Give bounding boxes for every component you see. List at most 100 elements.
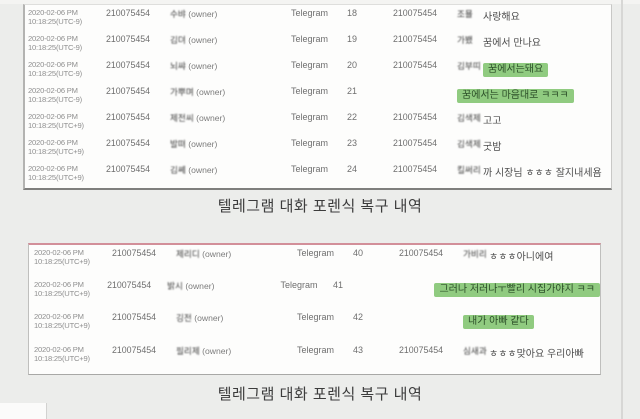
owner-name: 필리제 (owner)	[176, 342, 297, 357]
message-number: 41	[332, 280, 343, 291]
app-name: Telegram	[291, 112, 329, 122]
phone-number: 210075454	[106, 164, 151, 174]
phone-number-2: 210075454	[393, 34, 438, 44]
table-row: 2020-02-06 PM 10:18:25(UTC+9) 210075454 제…	[34, 245, 600, 277]
owner-label: (owner)	[188, 61, 218, 71]
redacted-name: 수뱌	[170, 9, 186, 19]
timestamp-cell: 2020-02-06 PM 10:18:25(UTC+9)	[28, 161, 106, 182]
timestamp-time: 10:18:25(UTC-9)	[28, 95, 82, 104]
redacted-name: 김뎌	[170, 35, 186, 45]
owner-name: 김쎼 (owner)	[170, 161, 291, 176]
redacted-name: 깅전	[176, 313, 192, 324]
message-text: ㅎㅎㅎ맞아요 우리아빠	[489, 348, 584, 360]
message-text: ㅎㅎㅎ아니에여	[489, 252, 554, 263]
redacted-name: 김쎼	[170, 165, 186, 175]
phone-number-2	[393, 83, 457, 86]
owner-name: 제전씨 (owner)	[170, 109, 291, 124]
table-row: 2020-02-06 PM 10:18:25(UTC+9) 210075454 깅…	[34, 309, 600, 341]
timestamp-date: 2020-02-06 PM	[34, 312, 84, 322]
timestamp-cell: 2020-02-06 PM 10:18:25(UTC-9)	[28, 5, 106, 26]
sender-name: 가비리	[463, 249, 487, 259]
timestamp-date: 2020-02-06 PM	[34, 248, 84, 257]
timestamp-cell: 2020-02-06 PM 10:18:25(UTC+9)	[28, 109, 106, 130]
message-cell: ㅎㅎㅎ아니에여	[489, 245, 600, 263]
timestamp-time: 10:18:25(UTC-9)	[28, 43, 82, 52]
message-number: 24	[347, 164, 358, 174]
phone-number: 210075454	[106, 34, 151, 44]
table-row: 2020-02-06 PM 10:18:25(UTC-9) 210075454 김…	[28, 31, 611, 57]
message-text: 사랑해요	[483, 12, 520, 23]
message-number: 40	[353, 248, 364, 258]
phone-number-2: 210075454	[393, 138, 438, 148]
message-cell: 굿밤	[483, 135, 611, 153]
sender-name: 김색제	[457, 113, 481, 123]
timestamp-time: 10:18:25(UTC+9)	[28, 121, 84, 130]
message-number: 20	[347, 60, 358, 70]
timestamp-cell: 2020-02-06 PM 10:18:25(UTC+9)	[34, 342, 112, 363]
table-row: 2020-02-06 PM 10:18:25(UTC+9) 210075454 발…	[28, 135, 611, 161]
app-name: Telegram	[297, 312, 335, 323]
timestamp-time: 10:18:25(UTC+9)	[34, 353, 90, 363]
owner-name: 깅전 (owner)	[176, 309, 297, 324]
app-name: Telegram	[291, 8, 329, 18]
table-row: 2020-02-06 PM 10:18:25(UTC+9) 210075454 김…	[28, 161, 611, 187]
highlighted-message-text: 그러나 저러나ㅜ빨리 시집가야지 ㅋㅋ	[434, 283, 600, 298]
sender-name	[436, 277, 460, 280]
timestamp-cell: 2020-02-06 PM 10:18:25(UTC+9)	[34, 245, 112, 266]
forensic-table-1: 2020-02-06 PM 10:18:25(UTC-9) 210075454 수…	[23, 4, 612, 190]
owner-name: 뇌쌰 (owner)	[170, 57, 291, 72]
owner-label: (owner)	[188, 35, 218, 45]
owner-label: (owner)	[196, 113, 226, 123]
timestamp-cell: 2020-02-06 PM 10:18:25(UTC+9)	[34, 277, 107, 298]
forensic-table-2: 2020-02-06 PM 10:18:25(UTC+9) 210075454 제…	[28, 243, 601, 375]
scan-artifact-line	[621, 0, 623, 419]
app-name: Telegram	[297, 344, 335, 355]
highlighted-message-text: 꿈에서는돼요	[483, 63, 549, 77]
timestamp-time: 10:18:25(UTC+9)	[34, 321, 90, 331]
sender-name: 심새과	[463, 345, 487, 356]
app-name: Telegram	[297, 248, 335, 258]
message-number: 18	[347, 8, 358, 18]
phone-number: 210075454	[106, 60, 151, 70]
timestamp-date: 2020-02-06 PM	[34, 344, 84, 354]
timestamp-date: 2020-02-06 PM	[28, 138, 78, 147]
owner-name: 제리디 (owner)	[176, 245, 297, 260]
timestamp-date: 2020-02-06 PM	[34, 280, 84, 290]
message-cell: 꿈에서는돼요	[483, 57, 611, 77]
table-row: 2020-02-06 PM 10:18:25(UTC+9) 210075454 제…	[28, 109, 611, 135]
owner-name: 가뿌며 (owner)	[170, 83, 291, 98]
owner-name: 발뗘 (owner)	[170, 135, 291, 150]
owner-label: (owner)	[188, 139, 218, 149]
timestamp-date: 2020-02-06 PM	[28, 60, 78, 69]
owner-name: 수뱌 (owner)	[170, 5, 291, 20]
redacted-name: 필리제	[176, 345, 200, 356]
sender-name: 킬써리	[457, 165, 481, 175]
message-text: 꿈에서 만나요	[483, 38, 541, 49]
owner-name: 김뎌 (owner)	[170, 31, 291, 46]
scan-top-edge	[0, 0, 640, 4]
owner-label: (owner)	[194, 313, 224, 324]
phone-number: 210075454	[112, 248, 157, 258]
timestamp-date: 2020-02-06 PM	[28, 164, 78, 173]
app-name: Telegram	[291, 138, 329, 148]
message-cell: 사랑해요	[483, 5, 611, 23]
redacted-name: 발뗘	[170, 139, 186, 149]
phone-number-2: 210075454	[393, 8, 438, 18]
timestamp-date: 2020-02-06 PM	[28, 8, 78, 17]
sender-name	[463, 309, 489, 312]
redacted-name: 제리디	[176, 249, 200, 259]
table-row: 2020-02-06 PM 10:18:25(UTC-9) 210075454 수…	[28, 5, 611, 31]
table-row: 2020-02-06 PM 10:18:25(UTC-9) 210075454 뇌…	[28, 57, 611, 83]
owner-label: (owner)	[188, 9, 218, 19]
phone-number: 210075454	[106, 86, 151, 96]
sender-name	[457, 83, 483, 86]
timestamp-time: 10:18:25(UTC-9)	[28, 69, 82, 78]
phone-number: 210075454	[106, 138, 151, 148]
message-text: 고고	[483, 116, 502, 127]
redacted-name: 뇌쌰	[170, 61, 186, 71]
phone-number: 210075454	[106, 112, 151, 122]
table-row: 2020-02-06 PM 10:18:25(UTC-9) 210075454 가…	[28, 83, 611, 109]
message-cell: ㅎㅎㅎ맞아요 우리아빠	[489, 342, 600, 360]
table1-caption: 텔레그램 대화 포렌식 복구 내역	[217, 198, 423, 215]
